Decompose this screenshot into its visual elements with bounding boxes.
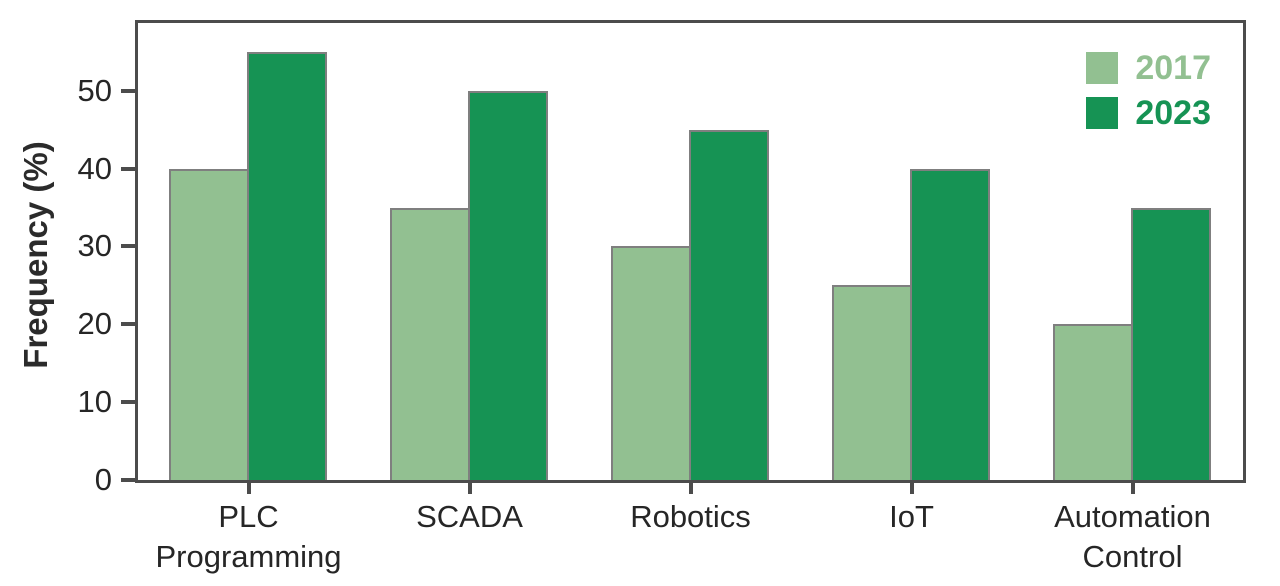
y-tick-label: 30 (77, 228, 112, 264)
x-category-label: Robotics (630, 499, 751, 534)
x-tick-mark (1130, 483, 1135, 494)
y-tick-mark (121, 166, 135, 171)
y-tick-mark (121, 244, 135, 249)
y-tick-label: 10 (77, 384, 112, 420)
x-category-label: SCADA (416, 499, 523, 534)
legend: 2017 2023 (1086, 51, 1211, 130)
x-category-label: PLC Programming (155, 499, 342, 574)
legend-label-2023: 2023 (1135, 94, 1211, 132)
y-tick-label: 20 (77, 306, 112, 342)
x-tick-mark (246, 483, 251, 494)
y-tick-label: 40 (77, 150, 112, 186)
y-tick-mark (121, 400, 135, 405)
legend-label-2017: 2017 (1135, 49, 1211, 87)
bar-2023-dark (688, 130, 769, 480)
legend-item-2017: 2017 (1086, 51, 1211, 85)
x-tick-mark (467, 483, 472, 494)
bar-2017-light (389, 208, 470, 480)
bar-2017-light (831, 285, 912, 480)
legend-swatch-2017 (1086, 52, 1119, 84)
x-tick-mark (909, 483, 914, 494)
bar-2023-dark (909, 169, 990, 480)
bar-2023-dark (1130, 208, 1211, 480)
legend-item-2023: 2023 (1086, 96, 1211, 130)
bar-2023-dark (246, 52, 327, 480)
plot-area: 2017 2023 0 10 20 30 40 50 PLC Programming SCADA… (78, 20, 1246, 574)
bar-2017-light (610, 246, 691, 480)
bar-2017-light (168, 169, 249, 480)
y-tick-mark (121, 478, 135, 482)
y-tick-label: 50 (77, 72, 112, 108)
x-tick-mark (688, 483, 693, 494)
bar-2023-dark (467, 91, 548, 480)
x-category-label: Automation Control (1054, 499, 1211, 574)
y-tick-label: 0 (94, 462, 112, 497)
legend-swatch-2023 (1086, 97, 1119, 129)
x-category-label: IoT (889, 499, 934, 534)
bar-2017-light (1052, 324, 1133, 480)
y-tick-mark (121, 88, 135, 93)
y-tick-mark (121, 322, 135, 327)
